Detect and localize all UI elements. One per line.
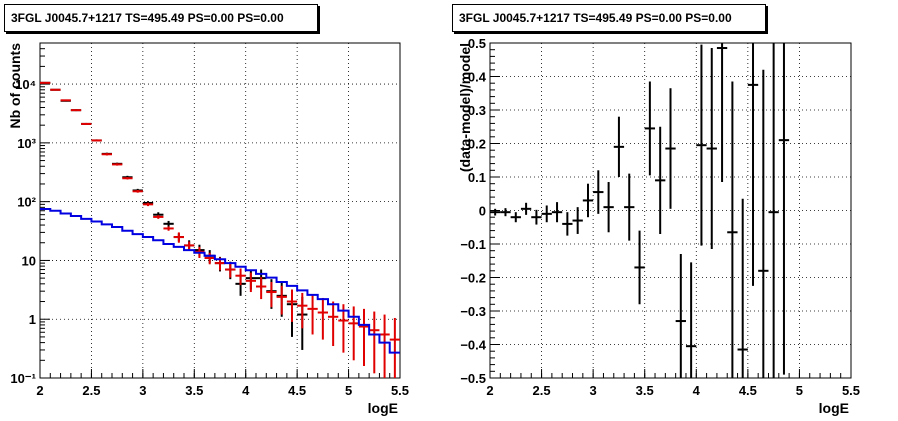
right-x-tick-label: 4 — [693, 383, 701, 398]
right-x-axis-title: logE — [819, 400, 849, 416]
right-y-tick-label: 0.4 — [468, 70, 487, 85]
left-y-tick-label: 10 — [22, 253, 36, 268]
right-y-tick-label: 0.5 — [468, 36, 486, 51]
right-x-tick-label: 3.5 — [636, 383, 654, 398]
right-y-tick-label: 0.1 — [468, 170, 486, 185]
right-y-tick-label: −0.1 — [460, 237, 486, 252]
right-x-tick-label: 4.5 — [739, 383, 757, 398]
left-y-tick-label: 10² — [17, 195, 36, 210]
right-marks — [490, 43, 790, 378]
right-y-tick-label: −0.3 — [460, 304, 486, 319]
left-x-tick-label: 2.5 — [82, 383, 100, 398]
right-y-tick-label: −0.4 — [460, 338, 486, 353]
left-x-tick-label: 4 — [242, 383, 250, 398]
right-x-tick-label: 5.5 — [842, 383, 860, 398]
right-y-tick-label: 0.2 — [468, 137, 486, 152]
left-marks — [40, 81, 400, 378]
right-y-axis-title: (data-model)/model — [457, 43, 473, 172]
left-x-tick-label: 3.5 — [185, 383, 203, 398]
left-x-axis-title: logE — [368, 400, 398, 416]
right-x-tick-label: 3 — [590, 383, 597, 398]
left-chart-title: 3FGL J0045.7+1217 TS=495.49 PS=0.00 PS=0… — [4, 4, 318, 32]
left-y-axis-title: Nb of counts — [7, 43, 23, 129]
left-x-tick-label: 5 — [345, 383, 352, 398]
left-x-tick-label: 4.5 — [288, 383, 306, 398]
right-x-tick-label: 2 — [486, 383, 493, 398]
left-y-tick-label: 10³ — [17, 136, 36, 151]
left-y-tick-label: 10⁻¹ — [10, 371, 36, 386]
left-y-tick-label: 1 — [29, 312, 36, 327]
left-x-tick-label: 3 — [139, 383, 146, 398]
right-x-tick-label: 5 — [796, 383, 803, 398]
left-plot-frame — [39, 42, 401, 379]
left-x-tick-label: 2 — [36, 383, 43, 398]
right-x-tick-label: 2.5 — [533, 383, 551, 398]
left-x-tick-label: 5.5 — [391, 383, 409, 398]
right-y-tick-label: −0.2 — [460, 271, 486, 286]
right-y-tick-label: 0.3 — [468, 103, 486, 118]
left-y-tick-label: 10⁴ — [15, 77, 36, 92]
right-y-tick-label: −0.5 — [460, 371, 486, 386]
right-y-tick-label: 0 — [479, 204, 486, 219]
right-chart-title: 3FGL J0045.7+1217 TS=495.49 PS=0.00 PS=0… — [452, 4, 766, 32]
left-series-background-line — [40, 207, 400, 354]
